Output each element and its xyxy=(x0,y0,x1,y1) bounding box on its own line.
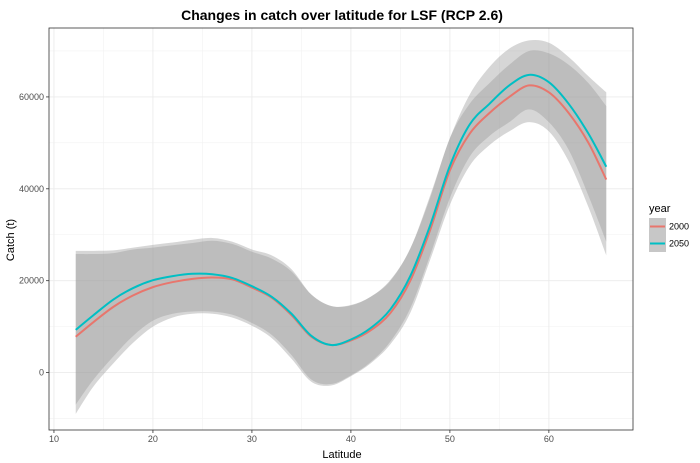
plot-area: 10 20 30 40 50 60 0 20000 40000 60000 xyxy=(19,27,634,444)
plot-border xyxy=(48,27,634,431)
chart-title: Changes in catch over latitude for LSF (… xyxy=(181,7,503,23)
series-line-2050 xyxy=(75,73,608,347)
ribbon-2050 xyxy=(75,39,607,405)
x-tick-label: 40 xyxy=(346,434,356,444)
x-tick-label: 50 xyxy=(445,434,455,444)
plot-panel xyxy=(49,28,633,430)
x-tick-label: 20 xyxy=(148,434,158,444)
y-tick-label: 40000 xyxy=(19,184,44,194)
x-tick-label: 30 xyxy=(247,434,257,444)
x-tick-label: 60 xyxy=(544,434,554,444)
legend-title: year xyxy=(649,203,671,215)
y-tick-label: 60000 xyxy=(19,92,44,102)
y-tick-label: 20000 xyxy=(19,276,44,286)
legend-label-2050: 2050 xyxy=(669,239,689,249)
legend: year 2000 2050 xyxy=(649,203,689,252)
x-axis-title: Latitude xyxy=(322,449,361,461)
y-tick-label: 0 xyxy=(39,368,44,378)
ribbon-2000 xyxy=(75,50,607,414)
legend-label-2000: 2000 xyxy=(669,222,689,232)
x-tick-label: 10 xyxy=(49,434,59,444)
y-axis-title: Catch (t) xyxy=(5,219,17,261)
